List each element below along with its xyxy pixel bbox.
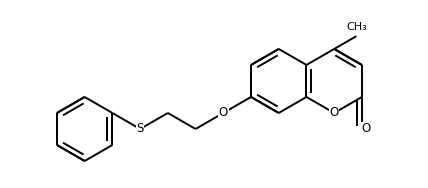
- Text: O: O: [330, 106, 339, 120]
- Text: CH₃: CH₃: [346, 23, 367, 33]
- Text: S: S: [137, 123, 144, 136]
- Text: O: O: [219, 106, 228, 120]
- Text: O: O: [361, 123, 370, 136]
